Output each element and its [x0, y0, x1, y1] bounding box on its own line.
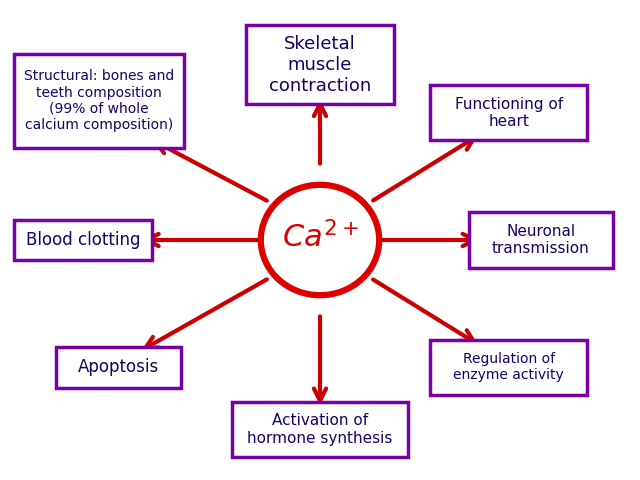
FancyBboxPatch shape: [56, 347, 180, 388]
FancyBboxPatch shape: [430, 85, 588, 140]
Ellipse shape: [261, 185, 379, 295]
Text: Skeletal
muscle
contraction: Skeletal muscle contraction: [269, 35, 371, 95]
FancyBboxPatch shape: [246, 25, 394, 105]
FancyBboxPatch shape: [14, 54, 184, 148]
Text: Blood clotting: Blood clotting: [26, 231, 140, 249]
FancyBboxPatch shape: [15, 220, 152, 260]
Text: Functioning of
heart: Functioning of heart: [455, 96, 563, 129]
FancyBboxPatch shape: [468, 212, 613, 268]
Text: Activation of
hormone synthesis: Activation of hormone synthesis: [247, 413, 393, 446]
FancyBboxPatch shape: [430, 340, 588, 395]
Text: Neuronal
transmission: Neuronal transmission: [492, 224, 589, 256]
Text: Apoptosis: Apoptosis: [78, 358, 159, 376]
Text: $\it{Ca}^{2+}$: $\it{Ca}^{2+}$: [282, 221, 358, 254]
Text: Structural: bones and
teeth composition
(99% of whole
calcium composition): Structural: bones and teeth composition …: [24, 70, 174, 132]
FancyBboxPatch shape: [232, 402, 408, 457]
Text: Regulation of
enzyme activity: Regulation of enzyme activity: [453, 352, 564, 382]
